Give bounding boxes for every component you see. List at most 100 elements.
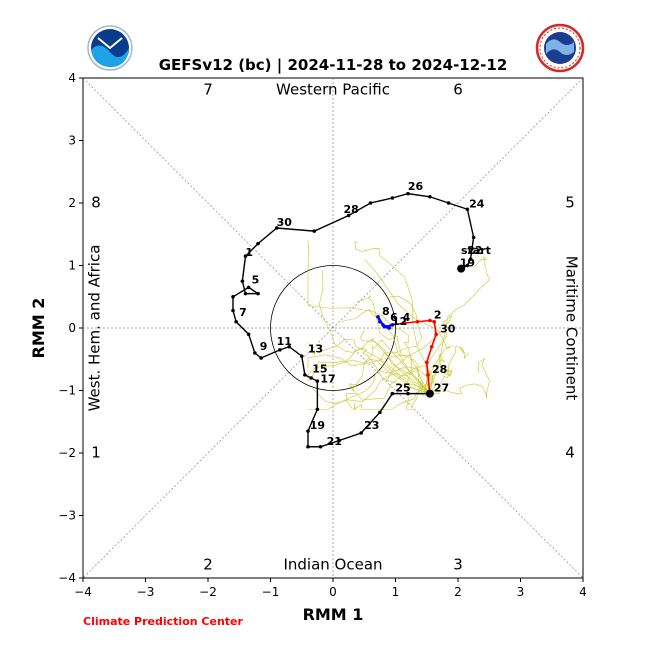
observed-point: [465, 263, 470, 268]
forecast-day-label: 6: [390, 311, 398, 324]
observed-day-label: 1: [245, 246, 253, 259]
unit-circle: [270, 265, 396, 391]
ensemble-members: [307, 240, 490, 410]
observed-point: [309, 376, 313, 380]
observed-point: [259, 356, 263, 360]
observed-point: [306, 429, 310, 433]
forecast-day-label: 30: [440, 322, 456, 335]
observed-point: [240, 279, 245, 283]
observed-point: [315, 407, 320, 412]
observed-point: [406, 191, 410, 196]
observed-day-label: 30: [277, 216, 293, 229]
ensemble-member-line: [356, 295, 431, 394]
forecast-red-point: [403, 321, 407, 325]
region-label-top: Western Pacific: [276, 81, 390, 99]
ensemble-member-line: [379, 295, 431, 394]
observed-point: [256, 291, 260, 296]
x-tick-label: 3: [517, 585, 525, 599]
region-label-left: West. Hem. and Africa: [86, 245, 104, 412]
x-tick-label: 0: [329, 585, 337, 599]
observed-day-label: 24: [469, 197, 485, 210]
forecast-red-line: [392, 319, 437, 394]
y-tick-label: 0: [68, 321, 76, 335]
y-axis-title: RMM 2: [29, 298, 48, 359]
forecast-day-label: 4: [403, 311, 411, 324]
phase-label: 3: [453, 556, 463, 574]
ensemble-member-line: [313, 368, 437, 405]
y-tick-label: −4: [58, 571, 76, 585]
x-tick-label: −3: [137, 585, 155, 599]
observed-day-label: 19: [460, 257, 475, 270]
ensemble-member-line: [360, 329, 431, 410]
ensemble-member-line: [311, 338, 431, 394]
y-tick-label: −3: [58, 509, 76, 523]
observed-point: [465, 207, 470, 212]
observed-point: [390, 196, 395, 200]
ensemble-member-line: [307, 339, 430, 394]
y-tick-label: 3: [68, 134, 76, 148]
phase-label: 8: [91, 194, 101, 212]
ensemble-member-line: [386, 315, 453, 394]
observed-day-label: 23: [364, 419, 379, 432]
ensemble-member-line: [429, 358, 490, 400]
ensemble-member-line: [307, 240, 431, 394]
ensemble-member-line: [364, 259, 453, 398]
observed-point: [390, 391, 395, 396]
x-tick-label: 1: [392, 585, 400, 599]
forecast-blue-point: [390, 323, 395, 327]
observed-point: [274, 226, 279, 230]
start-marker: [457, 264, 466, 273]
observed-point: [234, 319, 238, 324]
trajectory-traces: [231, 191, 476, 449]
forecast-day-label: 28: [432, 363, 447, 376]
observed-point: [406, 391, 410, 396]
ensemble-member-line: [307, 354, 434, 394]
region-label-right: Maritime Continent: [563, 256, 581, 401]
observed-point: [359, 431, 363, 435]
forecast-blue-point: [387, 326, 392, 330]
noaa-logo: [87, 25, 133, 71]
forecast-red-point: [434, 332, 438, 337]
x-tick-label: −1: [262, 585, 280, 599]
forecast-red-point: [424, 360, 429, 365]
observed-point: [312, 229, 317, 233]
forecast-red-point: [432, 319, 437, 324]
observed-point: [246, 285, 251, 290]
observed-point: [231, 294, 235, 299]
observed-day-label: 11: [277, 335, 292, 348]
forecast-day-label: 27: [434, 382, 449, 395]
forecast-red-point: [429, 344, 434, 349]
phase-label: 2: [203, 556, 213, 574]
observed-day-label: 15: [312, 362, 327, 375]
forecast-blue-point: [376, 314, 380, 319]
observed-point: [287, 344, 292, 349]
x-axis-title: RMM 1: [303, 605, 364, 624]
observed-day-label: 5: [252, 274, 260, 287]
observed-point: [278, 348, 282, 352]
observed-point: [243, 254, 248, 258]
nws-logo: [535, 23, 585, 73]
credit-text: Climate Prediction Center: [83, 615, 243, 628]
forecast-day-label: 8: [382, 305, 390, 318]
observed-day-label: 22: [467, 244, 482, 257]
observed-day-label: 17: [320, 372, 335, 385]
y-tick-label: 2: [68, 196, 76, 210]
observed-point: [253, 351, 257, 355]
observed-day-label: 9: [260, 340, 268, 353]
observed-day-label: 13: [308, 342, 323, 355]
end-marker: [425, 389, 434, 398]
observed-day-label: 26: [408, 180, 424, 193]
forecast-red-point: [428, 318, 432, 323]
observed-point: [306, 444, 310, 449]
phase-label: 4: [565, 444, 575, 462]
ensemble-member-line: [341, 309, 431, 394]
observed-day-label: 25: [395, 382, 410, 395]
x-tick-label: −2: [199, 585, 217, 599]
x-tick-label: 4: [579, 585, 587, 599]
observed-day-label: 28: [344, 203, 359, 216]
observed-day-label: 7: [239, 306, 247, 319]
forecast-blue-point: [378, 319, 382, 324]
